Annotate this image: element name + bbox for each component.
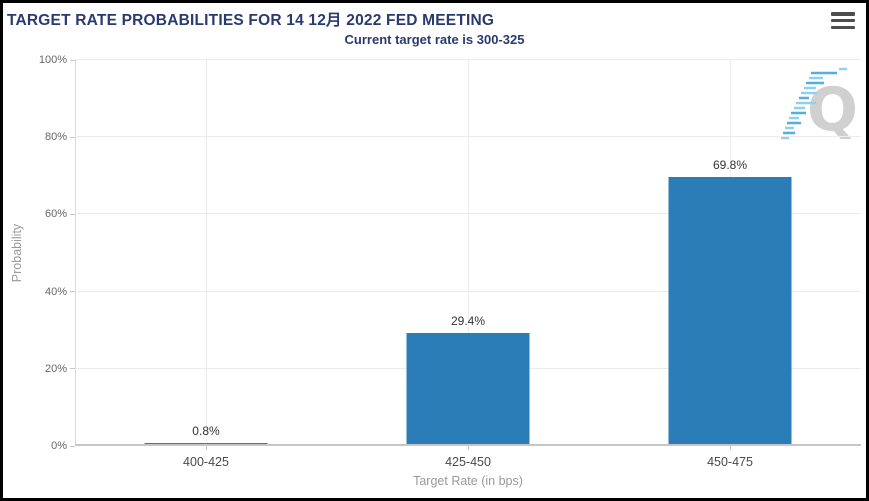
y-tick-label: 20% [44,362,67,375]
bar-value-label: 29.4% [450,313,486,328]
bar-450-475[interactable] [668,176,792,444]
quandl-watermark-icon: Q [781,64,861,149]
vertical-gridline [468,60,469,446]
bar-value-label: 69.8% [712,157,748,172]
x-axis-line [75,444,861,446]
x-tick-label: 400-425 [183,455,229,469]
chart-subtitle: Current target rate is 300-325 [344,32,525,47]
bar-value-label: 0.8% [192,423,220,438]
hamburger-menu-icon[interactable] [831,12,855,29]
plot-area: Q [39,54,861,469]
y-tick-label: 0% [51,440,67,452]
hamburger-bar [831,12,855,16]
y-tick-mark [70,445,75,447]
x-tick-mark [468,446,469,450]
x-tick-mark [205,446,207,450]
y-tick-mark [70,213,75,215]
y-tick-label: 40% [44,285,67,298]
x-tick-mark [730,446,731,450]
horizontal-gridline [75,59,861,60]
y-tick-mark [70,291,75,293]
y-tick-mark [70,136,75,138]
vertical-gridline [205,60,207,446]
chart-title: TARGET RATE PROBABILITIES FOR 14 12月 202… [7,12,495,29]
hamburger-bar [831,18,855,23]
x-tick-label: 450-475 [707,455,753,469]
bar-400-425[interactable] [144,442,268,444]
bar-425-450[interactable] [406,332,530,444]
watermark-letter: Q [807,75,858,145]
hamburger-bar [831,25,855,29]
x-axis-title: Target Rate (in bps) [413,474,523,488]
y-axis-title: Probability [10,223,24,283]
y-axis-line [75,60,76,446]
y-tick-label: 60% [44,208,67,221]
x-tick-label: 425-450 [445,455,491,469]
y-tick-label: 100% [38,54,67,66]
y-tick-mark [70,368,75,370]
y-tick-mark [70,59,75,61]
y-tick-label: 80% [44,131,67,144]
